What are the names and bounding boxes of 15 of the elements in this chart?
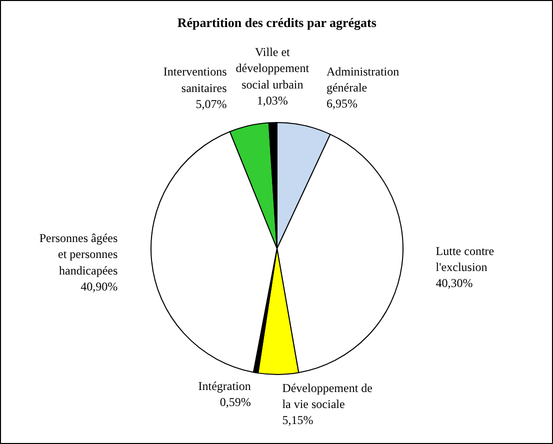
data-label: 5,15% xyxy=(282,412,314,427)
slice-label: Personnes âgées et personnes handicapées xyxy=(39,231,118,278)
slice-label: Interventions sanitaires xyxy=(163,64,228,95)
slice-label: Ville et développement social urbain xyxy=(236,45,310,92)
data-label: 1,03% xyxy=(256,93,288,108)
data-label: 0,59% xyxy=(220,395,251,409)
data-label: 5,07% xyxy=(196,96,227,111)
slice-label: Intégration xyxy=(198,378,251,393)
slice-label: Lutte contre l'exclusion xyxy=(436,244,494,274)
data-label: 40,30% xyxy=(436,276,473,290)
data-label: 40,90% xyxy=(80,279,118,294)
chart-title: Répartition des crédits par agrégats xyxy=(177,15,376,30)
slice-label: Administration générale xyxy=(326,64,400,95)
data-label: 6,95% xyxy=(326,96,358,111)
slice-label: Développement de la vie sociale xyxy=(282,380,373,411)
